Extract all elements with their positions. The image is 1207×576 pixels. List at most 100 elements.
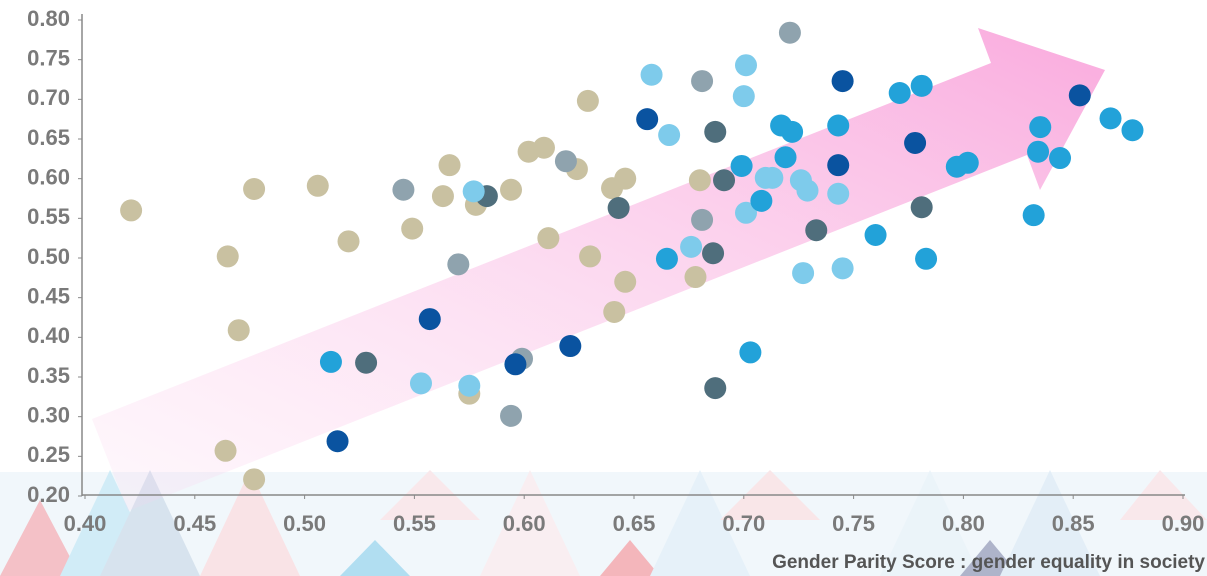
point	[243, 468, 266, 491]
y-tick-label: 0.25	[27, 442, 70, 467]
y-tick-label: 0.20	[27, 482, 70, 507]
point	[827, 154, 850, 177]
point	[732, 85, 755, 108]
y-tick-label: 0.35	[27, 363, 70, 388]
point	[603, 300, 626, 323]
x-tick-label: 0.75	[832, 511, 875, 536]
point	[337, 230, 360, 253]
point	[658, 124, 681, 147]
point	[1121, 119, 1144, 142]
y-tick-label: 0.40	[27, 323, 70, 348]
point	[781, 120, 804, 143]
point	[438, 154, 461, 177]
point	[319, 350, 342, 373]
point	[792, 262, 815, 285]
x-tick-label: 0.85	[1052, 511, 1095, 536]
point	[702, 242, 725, 265]
point	[730, 154, 753, 177]
y-tick-label: 0.80	[27, 6, 70, 31]
point	[392, 178, 415, 201]
point	[888, 81, 911, 104]
x-tick-label: 0.50	[283, 511, 326, 536]
point	[227, 319, 250, 342]
point	[734, 54, 757, 77]
point	[120, 199, 143, 222]
point	[243, 177, 266, 200]
background-triangles	[0, 470, 1207, 576]
point	[607, 197, 630, 220]
point	[827, 182, 850, 205]
point	[915, 247, 938, 270]
point	[576, 89, 599, 112]
point	[447, 253, 470, 276]
x-tick-label: 0.65	[613, 511, 656, 536]
trend-arrow	[92, 28, 1105, 511]
point	[216, 245, 239, 268]
point	[778, 21, 801, 44]
point	[684, 266, 707, 289]
point	[418, 308, 441, 331]
point	[1068, 84, 1091, 107]
point	[636, 108, 659, 131]
point	[1029, 116, 1052, 139]
point	[355, 351, 378, 374]
point	[1099, 107, 1122, 130]
point	[774, 146, 797, 169]
point	[462, 180, 485, 203]
x-tick-label: 0.40	[64, 511, 107, 536]
point	[910, 74, 933, 97]
point	[306, 174, 329, 197]
y-tick-label: 0.55	[27, 204, 70, 229]
point	[704, 120, 727, 143]
x-tick-label: 0.90	[1162, 511, 1205, 536]
point	[504, 353, 527, 376]
point	[537, 227, 560, 250]
point	[401, 217, 424, 240]
y-tick-label: 0.65	[27, 125, 70, 150]
point	[691, 70, 714, 93]
x-tick-label: 0.55	[393, 511, 436, 536]
point	[532, 136, 555, 159]
point	[1022, 204, 1045, 227]
point	[655, 247, 678, 270]
y-tick-label: 0.45	[27, 283, 70, 308]
x-tick-label: 0.60	[503, 511, 546, 536]
x-tick-label: 0.70	[722, 511, 765, 536]
point	[1027, 140, 1050, 163]
y-tick-label: 0.60	[27, 164, 70, 189]
point	[409, 372, 432, 395]
point	[796, 179, 819, 202]
point	[750, 189, 773, 212]
point	[500, 404, 523, 427]
point	[688, 169, 711, 192]
point	[579, 245, 602, 268]
point	[831, 257, 854, 280]
point	[904, 131, 927, 154]
point	[614, 270, 637, 293]
x-tick-label: 0.80	[942, 511, 985, 536]
point	[554, 150, 577, 173]
point	[559, 335, 582, 358]
point	[326, 430, 349, 453]
point	[500, 178, 523, 201]
point	[831, 70, 854, 93]
point	[910, 196, 933, 219]
point	[431, 185, 454, 208]
point	[614, 167, 637, 190]
point	[864, 223, 887, 246]
y-tick-label: 0.30	[27, 402, 70, 427]
point	[704, 377, 727, 400]
point	[739, 341, 762, 364]
point	[458, 374, 481, 397]
point	[805, 219, 828, 242]
point	[691, 208, 714, 231]
point	[713, 169, 736, 192]
point	[761, 166, 784, 189]
y-tick-label: 0.50	[27, 244, 70, 269]
y-tick-label: 0.75	[27, 45, 70, 70]
point	[1049, 147, 1072, 170]
point	[827, 114, 850, 137]
x-axis-title: Gender Parity Score : gender equality in…	[772, 552, 1205, 573]
y-tick-label: 0.70	[27, 85, 70, 110]
